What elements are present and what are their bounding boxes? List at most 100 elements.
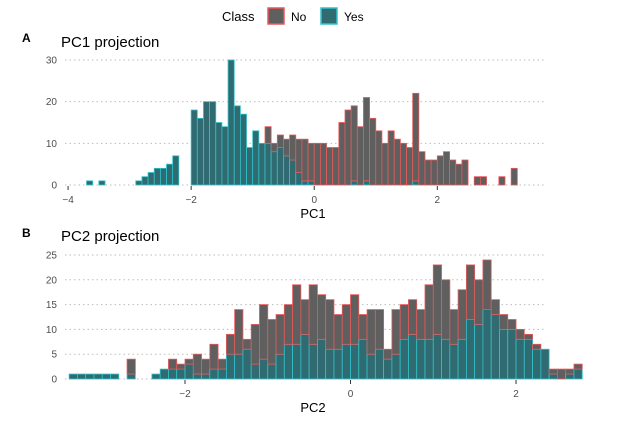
panel-a-y-tick-label: 0: [51, 181, 57, 192]
panel-b-bar-yes: [68, 373, 78, 380]
panel-b-y-tick-label: 5: [51, 350, 57, 361]
panel-b-bar-yes: [499, 328, 509, 380]
panel-a-bar-no: [424, 159, 432, 186]
panel-b-bar-no: [548, 368, 558, 375]
panel-b-bar-yes: [126, 373, 136, 380]
panel-b-bar-yes: [441, 338, 451, 380]
panel-b-bar-yes: [93, 373, 103, 380]
panel-a-bar-no: [307, 142, 315, 182]
panel-b-bar-yes: [85, 373, 95, 380]
panel-b-bar-yes: [523, 338, 533, 380]
panel-b-bar-yes: [292, 343, 302, 380]
panel-b-bar-no: [507, 319, 517, 330]
panel-a-bar-yes: [412, 180, 420, 186]
panel-a-bar-no: [344, 109, 352, 186]
panel-a-bar-yes: [258, 142, 266, 186]
panel-b-bar-yes: [192, 373, 202, 380]
panel-b-bar-yes: [457, 338, 467, 380]
panel-b-bar-yes: [424, 338, 434, 380]
panel-b-bar-no: [573, 363, 583, 370]
panel-b-bar-yes: [234, 353, 244, 380]
panel-b-bar-yes: [159, 368, 169, 380]
panel-b-bar-yes: [283, 343, 293, 380]
panel-b-bar-no: [234, 309, 244, 355]
panel-a-bar-no: [387, 130, 395, 186]
panel-b-bar-yes: [482, 309, 492, 380]
panel-b-bar-no: [126, 358, 136, 375]
panel-a-bar-no: [289, 134, 297, 161]
panel-b-y-tick-label: 20: [46, 275, 58, 286]
panel-a-bar-no: [363, 97, 371, 182]
panel-a-bar-yes: [252, 130, 260, 186]
panel-a-bar-yes: [295, 172, 303, 186]
panel-b-bar-no: [333, 314, 343, 350]
panel-a-bar-no: [264, 126, 272, 144]
panel-b-bar-no: [250, 324, 260, 365]
panel-a-bar-no: [356, 126, 364, 186]
panel-a-xlabel: PC1: [300, 206, 325, 221]
panel-a-bar-yes: [141, 176, 149, 186]
panel-a-bar-yes: [301, 180, 309, 186]
panel-a-bar-no: [443, 151, 451, 186]
panel-a-x-tick-label: 2: [435, 195, 441, 206]
panel-a-bar-no: [510, 167, 518, 186]
panel-a-bar-no: [326, 147, 334, 186]
panel-a-bar-yes: [98, 180, 106, 186]
panel-a-bar-no: [319, 142, 327, 186]
panel-b-bar-no: [374, 309, 385, 350]
panel-b-bar-no: [267, 319, 277, 365]
panel-b-x-axis: −2 0 2: [179, 380, 519, 400]
panel-b-bar-no: [192, 353, 202, 375]
panel-a-y-tick-label: 30: [46, 56, 58, 67]
panel-a-bar-yes: [153, 167, 161, 186]
panel-b-bar-no: [217, 358, 227, 370]
panel-a-bar-no: [375, 130, 383, 186]
panel-b-bar-yes: [399, 338, 409, 380]
panel-a-bar-no: [455, 163, 463, 186]
panel-b-bar-no: [465, 264, 476, 320]
panel-b-y-axis: 0 5 10 15 20 25: [46, 251, 58, 386]
panel-a-bar-yes: [203, 101, 211, 186]
panel-a-bar-yes: [135, 180, 143, 186]
panel-b-y-tick-label: 10: [46, 325, 58, 336]
panel-b-bar-no: [209, 343, 219, 370]
panel-b-bar-yes: [515, 338, 525, 380]
panel-b-bar-no: [474, 279, 484, 325]
panel-b-bar-yes: [250, 363, 260, 380]
panel-a-x-tick-label: 0: [311, 195, 317, 206]
panel-a-bar-yes: [215, 122, 223, 186]
panel-a-bar-no: [295, 138, 303, 173]
panel-b-bar-yes: [350, 343, 360, 380]
panel-b-y-tick-label: 0: [51, 375, 57, 386]
panel-b-bar-no: [449, 309, 459, 345]
legend-title: Class: [222, 9, 255, 24]
panel-a-x-axis: −4 −2 0 2: [62, 186, 441, 206]
panel-b-bar-yes: [168, 368, 178, 380]
panel-b-bar-no: [201, 358, 211, 375]
panel-b-bar-yes: [416, 338, 426, 380]
panel-a-bar-yes: [86, 180, 94, 186]
legend: Class No Yes: [222, 7, 364, 25]
panel-b-bar-yes: [317, 338, 327, 380]
panel-b-bar-yes: [217, 368, 227, 380]
panel-a-bar-yes: [283, 155, 291, 186]
panel-b-bar-yes: [341, 343, 351, 380]
panel-b-bar-yes: [225, 353, 236, 380]
panel-a-bar-no: [338, 122, 346, 186]
panel-b-bar-yes: [507, 328, 517, 380]
panel-b: B PC2 projection 0 5 10 15 20 25 −2 0 2 PC2: [22, 226, 583, 415]
panel-a-bar-yes: [172, 155, 180, 186]
panel-a-y-tick-label: 20: [46, 97, 58, 108]
panel-b-bar-yes: [432, 333, 442, 380]
panel-a-bar-yes: [276, 147, 284, 186]
panel-a-bar-no: [276, 134, 284, 148]
panel-b-bar-no: [532, 343, 542, 350]
panel-b-bar-no: [308, 284, 318, 345]
panel-b-bar-no: [499, 314, 509, 330]
panel-a-bar-yes: [289, 159, 297, 186]
panel-b-bar-yes: [333, 348, 343, 380]
panel-a-bars: [86, 59, 518, 186]
panel-b-tag: B: [22, 226, 31, 240]
panel-b-bar-no: [275, 314, 285, 355]
panel-b-bar-no: [383, 348, 393, 360]
